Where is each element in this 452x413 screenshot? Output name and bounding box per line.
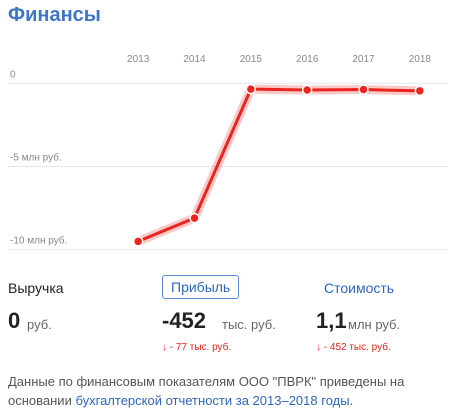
x-tick-label: 2016 [296,54,319,65]
metric-change: ↓ - 77 тыс. руб. [162,342,232,353]
metric-tab[interactable]: Прибыль [162,275,240,299]
metric-value: 0 [8,308,21,333]
chart: 0 -5 млн руб. -10 млн руб. 2013 2014 2015 2016… [8,54,448,251]
point [301,84,313,96]
point [414,85,426,97]
metric-unit: руб. [27,317,52,332]
footer-link[interactable]: бухгалтерской отчетности за 2013–2018 го… [75,393,350,408]
point [132,236,144,247]
point [189,212,200,224]
y-tick-label: -5 млн руб. [10,151,62,163]
point [245,83,257,95]
x-tick-label: 2018 [409,54,432,65]
metric-tab[interactable]: Стоимость [324,280,395,296]
metric-unit: млн руб. [348,317,401,332]
metric-value: -452 [162,308,207,333]
y-tick-label: 0 [10,69,16,80]
section-title: Финансы [8,4,101,26]
x-tick-label: 2017 [352,54,375,65]
point [358,84,369,95]
metric-value: 1,1 [316,308,347,333]
footer-text: Данные по финансовым показателям ООО "ПВ… [8,374,405,408]
x-tick-label: 2014 [183,54,206,65]
metric-label: Выручка [8,280,64,296]
y-tick-label: -10 млн руб. [10,235,67,247]
x-tick-label: 2013 [127,54,150,65]
footer-end: . [349,393,354,408]
metric-change: ↓ - 452 тыс. руб. [316,342,391,353]
x-tick-label: 2015 [240,54,263,65]
metric-unit: тыс. руб. [222,317,276,332]
line-glow [136,84,420,246]
line [137,87,420,243]
footer-note: Данные по финансовым показателям ООО "ПВ… [8,372,448,410]
